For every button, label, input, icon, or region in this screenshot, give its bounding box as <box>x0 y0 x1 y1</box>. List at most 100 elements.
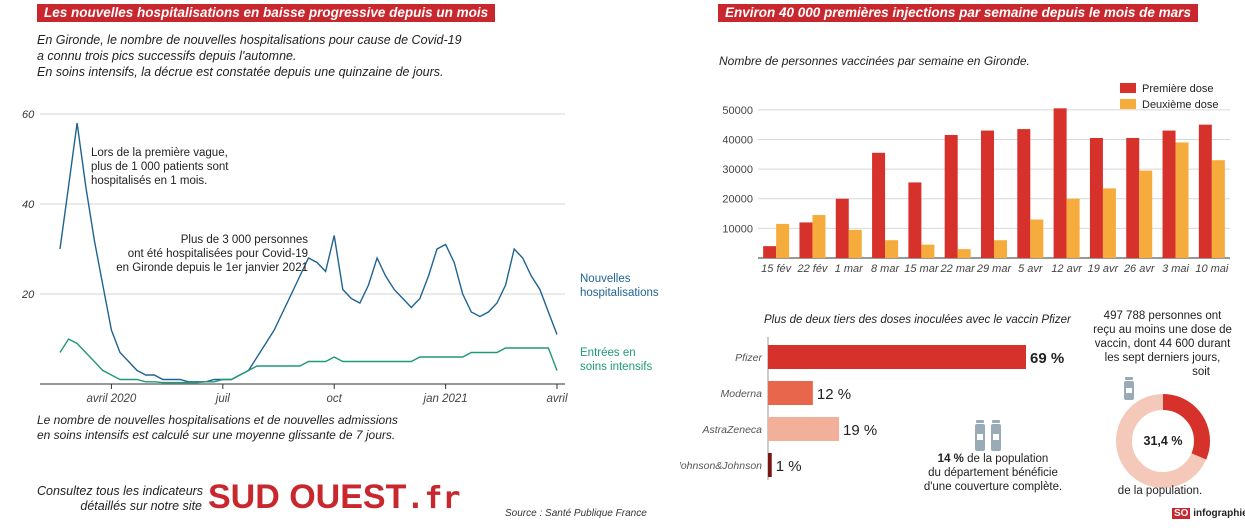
hospitalisation-line-chart: 60 40 20 avril 2020 juil oct jan 2021 avril <box>21 109 568 405</box>
sud-ouest-logo[interactable]: SUD OUEST.fr <box>208 478 461 518</box>
line-chart-x-ticks: avril 2020 juil oct jan 2021 avril <box>86 384 568 405</box>
x-tick-label: avril 2020 <box>86 393 136 405</box>
bar-deuxieme-dose <box>1139 170 1153 258</box>
bar-premiere-dose <box>981 130 994 258</box>
y-tick-label: 10000 <box>722 223 753 235</box>
bar-deuxieme-dose <box>885 240 899 258</box>
bar-premiere-dose <box>872 152 886 258</box>
coverage-line: de la population <box>967 453 1049 465</box>
bar-deuxieme-dose <box>1030 219 1044 258</box>
population-donut-chart: 31,4 % <box>1116 394 1210 488</box>
credit: SO infographie <box>1172 508 1245 519</box>
vaccination-subtitle: Nombre de personnes vaccinées par semain… <box>719 54 1030 68</box>
left-footnote: Le nombre de nouvelles hospitalisations … <box>37 413 398 443</box>
weekly-vaccination-bar-chart: 10000 20000 30000 40000 50000 15 fév 22 fév 1 … <box>722 83 1230 275</box>
annotation-line: plus de 1 000 patients sont <box>91 161 229 173</box>
vaccine-bar <box>768 453 772 477</box>
series-line-hospitalisations <box>59 122 558 383</box>
donut-text-line: reçu au moins une dose de <box>1093 324 1232 336</box>
bar-premiere-dose <box>1126 137 1140 258</box>
legend-label: Deuxième dose <box>1142 99 1218 111</box>
bar-deuxieme-dose <box>1066 198 1080 258</box>
logo-text: SUD OUEST <box>208 478 407 516</box>
x-category-label: 8 mar <box>871 263 900 275</box>
legend-label: soins intensifs <box>580 361 653 373</box>
annotation-3000: Plus de 3 000 personnes ont été hospital… <box>110 233 308 275</box>
vaccine-name-label: Pfizer <box>735 352 762 364</box>
x-category-label: 12 avr <box>1051 263 1083 275</box>
bar-deuxieme-dose <box>848 229 862 258</box>
donut-text-line: soit <box>1192 366 1210 378</box>
bar-deuxieme-dose <box>957 249 971 258</box>
vaccine-share-bar-chart: Pfizer 69 % Moderna 12 % AstraZeneca 19 % John… <box>680 337 1064 480</box>
vial-icon <box>1124 377 1134 400</box>
vaccine-name-label: Johnson&Johnson <box>680 460 762 472</box>
series-line-soins-intensifs <box>59 338 558 384</box>
x-category-label: 1 mar <box>835 263 864 275</box>
y-tick-label: 20000 <box>722 194 753 206</box>
bar-premiere-dose <box>908 182 922 258</box>
credit-label: infographie <box>1193 508 1245 519</box>
y-tick-label: 50000 <box>722 105 753 117</box>
x-category-label: 3 mai <box>1162 263 1189 275</box>
left-intro-line: En Gironde, le nombre de nouvelles hospi… <box>37 33 462 47</box>
donut-center-value: 31,4 % <box>1144 434 1183 448</box>
annotation-line: en Gironde depuis le 1er janvier 2021 <box>116 262 308 274</box>
bar-premiere-dose <box>799 222 813 258</box>
bar-premiere-dose <box>835 198 849 258</box>
donut-slice-value <box>1116 394 1210 488</box>
x-tick-label: avril <box>546 393 568 405</box>
line-chart-grid: 60 40 20 <box>21 109 565 385</box>
right-banner: Environ 40 000 premières injections par … <box>718 4 1198 22</box>
y-tick-label: 20 <box>21 289 35 301</box>
annotation-line: hospitalisés en 1 mois. <box>91 175 208 187</box>
x-tick-label: juil <box>214 393 231 405</box>
vaccine-value-label: 19 % <box>843 422 877 439</box>
legend-label: Première dose <box>1142 83 1214 95</box>
x-tick-label: oct <box>327 393 343 405</box>
left-intro: En Gironde, le nombre de nouvelles hospi… <box>37 32 462 80</box>
credit-badge: SO <box>1172 508 1191 519</box>
legend-swatch <box>1120 83 1136 93</box>
bar-premiere-dose <box>1017 129 1031 258</box>
legend-label: hospitalisations <box>580 287 659 299</box>
x-tick-label: jan 2021 <box>422 393 468 405</box>
promo-line: détaillés sur notre site <box>80 499 202 513</box>
footnote-line: en soins intensifs est calculé sur une m… <box>37 428 396 442</box>
legend-soins-intensifs: Entrées en soins intensifs <box>580 346 652 374</box>
bar-deuxieme-dose <box>812 215 826 258</box>
footnote-line: Le nombre de nouvelles hospitalisations … <box>37 413 398 427</box>
donut-text-line: vaccin, dont 44 600 durant <box>1094 338 1231 350</box>
coverage-pct: 14 % <box>937 453 964 465</box>
vaccine-bar <box>768 381 813 405</box>
vaccine-share-title: Plus de deux tiers des doses inoculées a… <box>764 314 1071 326</box>
x-category-label: 15 fév <box>761 263 792 275</box>
left-intro-line: En soins intensifs, la décrue est consta… <box>37 65 444 79</box>
vaccine-share-bars: Pfizer 69 % Moderna 12 % AstraZeneca 19 % John… <box>680 337 1064 480</box>
left-banner: Les nouvelles hospitalisations en baisse… <box>37 4 496 22</box>
y-tick-label: 60 <box>22 109 35 121</box>
vaccine-name-label: Moderna <box>721 388 763 400</box>
x-category-label: 5 avr <box>1018 263 1044 275</box>
vial-pair-icon <box>975 420 1001 451</box>
coverage-text: 14 % de la population du département bén… <box>902 452 1084 494</box>
bar-deuxieme-dose <box>921 244 935 258</box>
bar-chart-grid: 10000 20000 30000 40000 50000 <box>722 105 1230 259</box>
donut-slices <box>1116 394 1210 488</box>
vaccine-value-label: 69 % <box>1030 350 1064 367</box>
annotation-first-wave: Lors de la première vague, plus de 1 000… <box>91 146 228 188</box>
vaccine-name-label: AstraZeneca <box>701 424 762 436</box>
bar-deuxieme-dose <box>1102 188 1116 258</box>
donut-text-bottom: de la population. <box>1117 485 1203 497</box>
legend-swatch <box>1120 99 1136 109</box>
bar-chart-legend: Première dose Deuxième dose <box>1120 83 1218 111</box>
annotation-line: Plus de 3 000 personnes <box>180 234 308 246</box>
coverage-line: d'une couverture complète. <box>923 481 1063 493</box>
source-text: Source : Santé Publique France <box>505 508 647 519</box>
legend-label: Entrées en <box>580 347 636 359</box>
x-category-label: 26 avr <box>1123 263 1156 275</box>
x-category-label: 22 fév <box>796 263 828 275</box>
promo-line: Consultez tous les indicateurs <box>37 484 204 498</box>
bar-deuxieme-dose <box>776 223 790 258</box>
legend-hospitalisations: Nouvelles hospitalisations <box>580 272 659 300</box>
